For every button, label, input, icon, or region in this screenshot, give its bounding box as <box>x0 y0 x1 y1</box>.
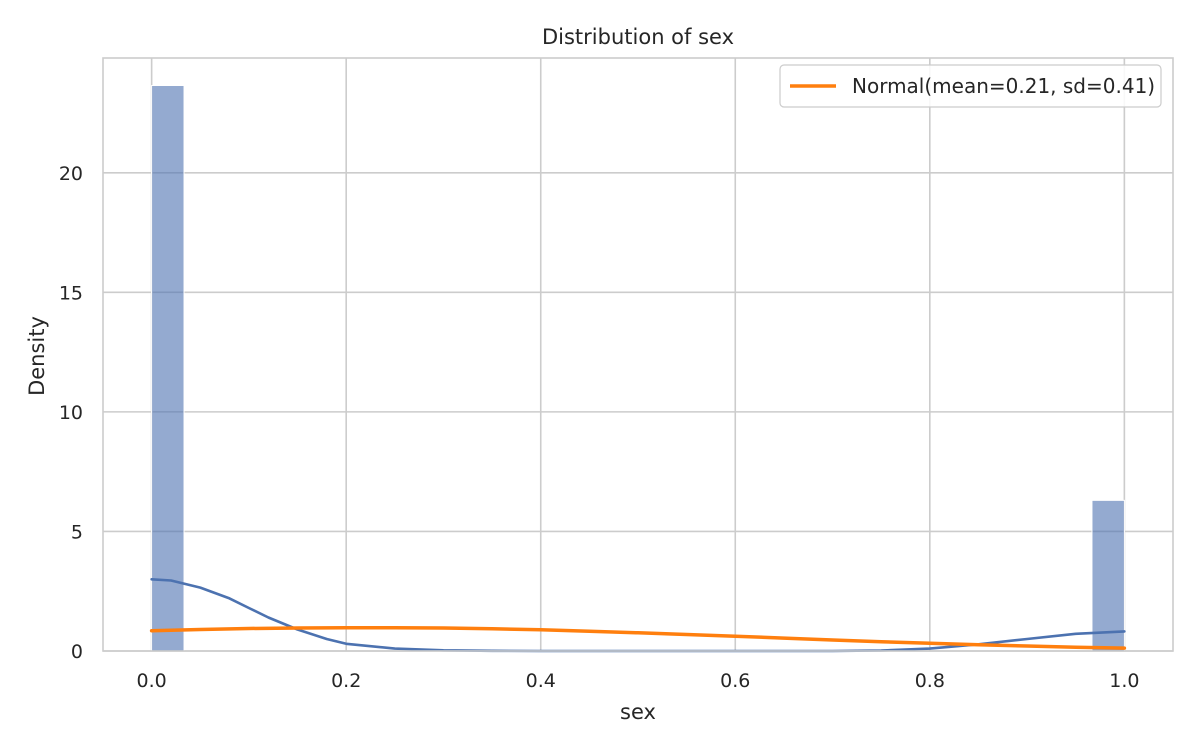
normal-curve <box>149 626 1127 650</box>
legend: Normal(mean=0.21, sd=0.41) <box>779 64 1162 108</box>
x-axis-ticks: 0.0 0.2 0.4 0.6 0.8 1.0 <box>137 670 1140 692</box>
x-tick-label: 0.6 <box>720 670 750 692</box>
x-tick-label: 0.4 <box>526 670 556 692</box>
y-axis-title: Density <box>25 316 49 396</box>
y-axis-ticks: 0 5 10 15 20 <box>59 163 83 663</box>
plot-frame <box>102 57 1174 652</box>
y-tick-label: 5 <box>71 521 83 543</box>
legend-box <box>779 64 1162 108</box>
x-tick-label: 1.0 <box>1109 670 1139 692</box>
histogram-bar-0 <box>151 84 185 652</box>
legend-label-normal: Normal(mean=0.21, sd=0.41) <box>852 74 1155 98</box>
histogram-bar-1 <box>1091 499 1125 652</box>
histogram-bars <box>151 84 1125 652</box>
x-tick-label: 0.0 <box>137 670 167 692</box>
x-axis-title: sex <box>620 700 656 724</box>
y-tick-label: 15 <box>59 282 83 304</box>
y-tick-label: 10 <box>59 402 83 424</box>
y-tick-label: 20 <box>59 163 83 185</box>
chart-title: Distribution of sex <box>542 25 734 49</box>
x-tick-label: 0.2 <box>331 670 361 692</box>
x-tick-label: 0.8 <box>915 670 945 692</box>
y-tick-label: 0 <box>71 641 83 663</box>
